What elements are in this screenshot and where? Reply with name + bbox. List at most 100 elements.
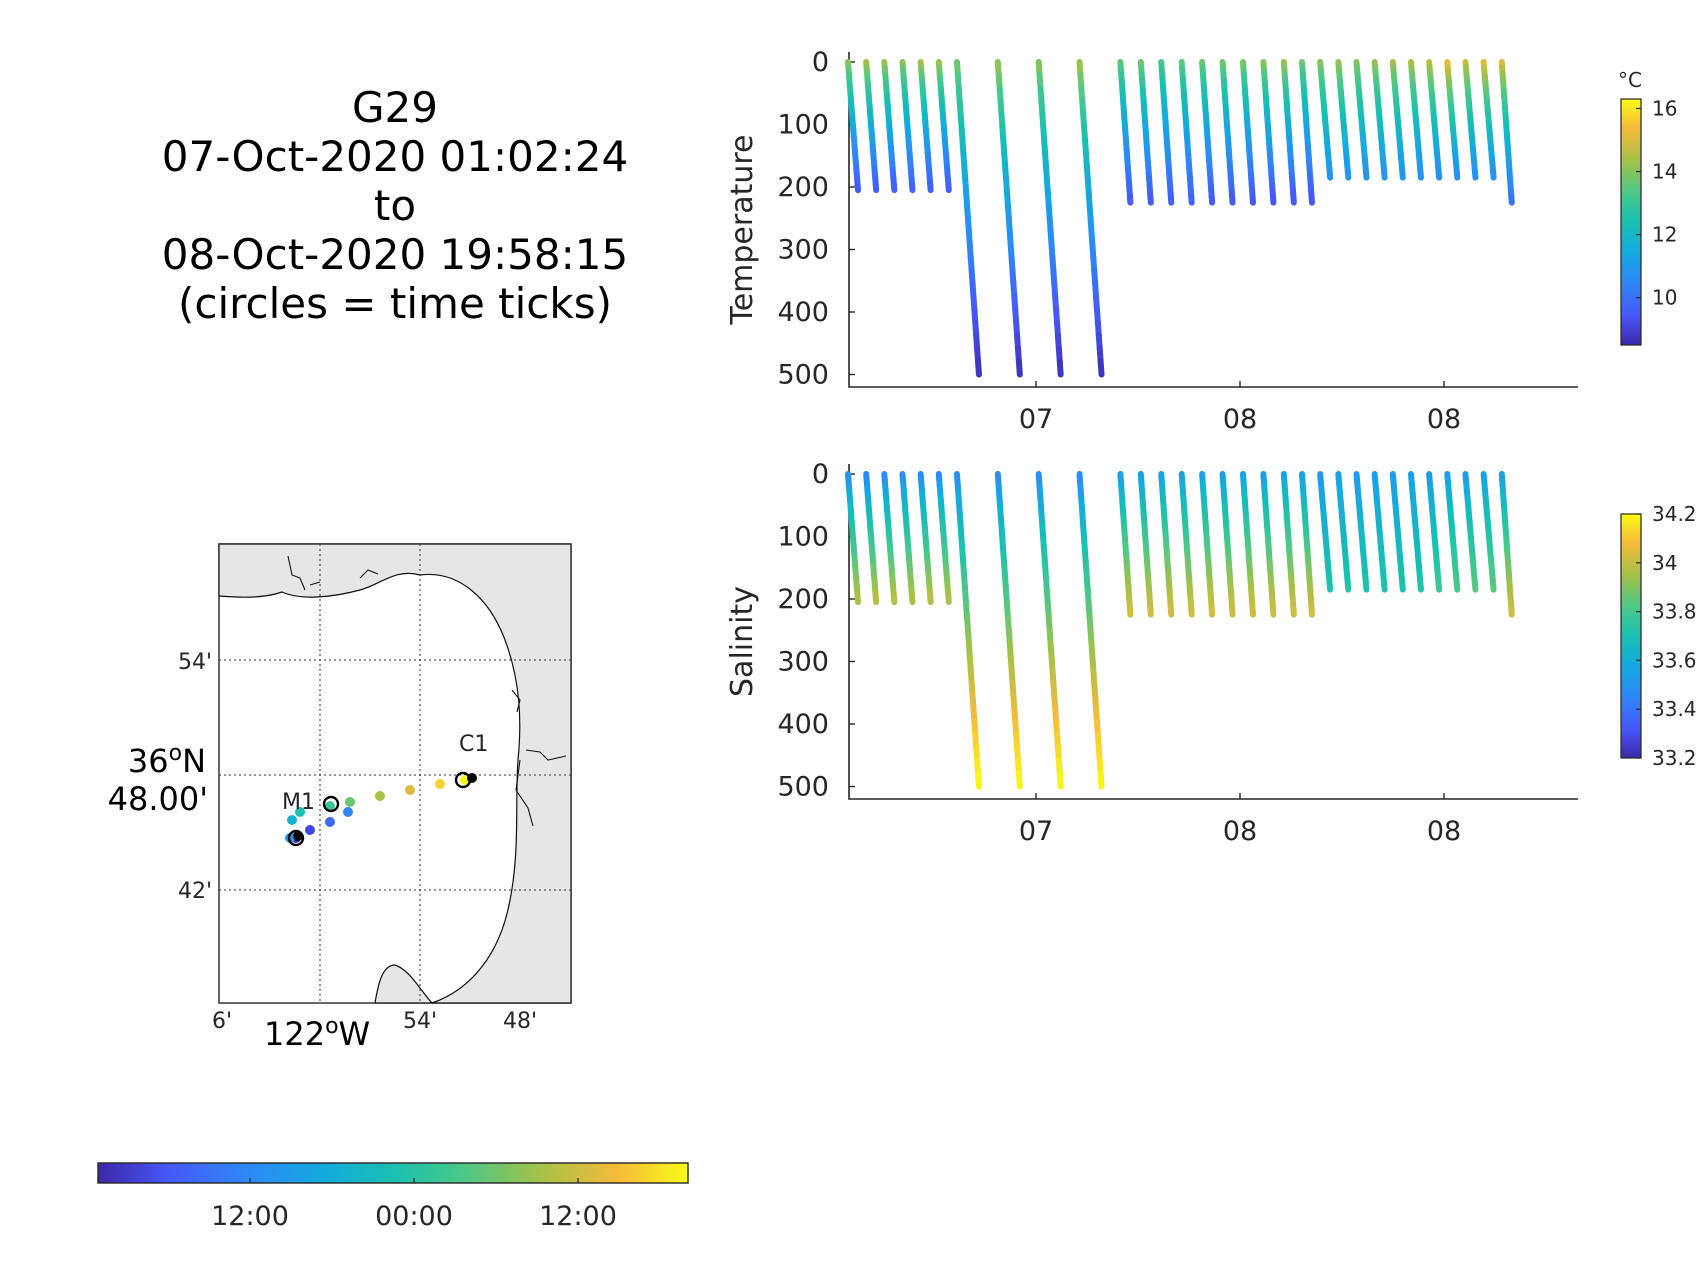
time-tick-circle [322, 795, 340, 813]
track-point [435, 779, 445, 789]
colorbar-tick-label: 14 [1652, 160, 1677, 184]
profile-26 [1426, 59, 1443, 181]
title-line-2: 07-Oct-2020 01:02:24 [162, 132, 628, 181]
profile-segment [1097, 770, 1105, 790]
title-line-1: G29 [352, 83, 438, 132]
profile-28 [1462, 59, 1479, 181]
time-colorbar: 12:00 00:00 12:00 [97, 1162, 689, 1232]
profile-16 [1239, 471, 1256, 618]
profile-25 [1407, 59, 1424, 181]
coast-detail [287, 555, 567, 827]
profile-9 [1076, 59, 1105, 378]
profile-6 [953, 59, 982, 378]
profile-1 [863, 59, 880, 194]
map-land [218, 543, 572, 1004]
profile-13 [1178, 471, 1195, 618]
profile-23 [1371, 59, 1388, 181]
profile-7 [994, 471, 1023, 790]
colorbar-tick-label: 34 [1652, 551, 1677, 575]
station-label-c1: C1 [459, 732, 488, 757]
track-start-marker [293, 831, 303, 841]
title-line-5: (circles = time ticks) [178, 279, 612, 328]
profile-4 [917, 471, 934, 606]
profile-16 [1239, 59, 1256, 206]
y-tick-label: 100 [777, 522, 829, 553]
colorbar-tick-label: 16 [1652, 96, 1677, 120]
track-point [287, 815, 297, 825]
colorbar-gradient [1620, 513, 1642, 759]
profile-23 [1371, 471, 1388, 593]
profile-25 [1407, 471, 1424, 593]
x-tick-label: 07 [1019, 816, 1053, 847]
colorbar-tick-label: 33.6 [1652, 648, 1697, 672]
track-point [405, 785, 415, 795]
profile-1 [863, 471, 880, 606]
profile-11 [1137, 59, 1154, 206]
profile-7 [994, 59, 1023, 378]
y-tick-label: 400 [777, 297, 829, 328]
map-lon-label-6: 6' [212, 1009, 232, 1034]
profile-13 [1178, 59, 1195, 206]
profile-8 [1035, 59, 1064, 378]
x-tick-label: 08 [1427, 404, 1461, 435]
profile-segment [1097, 358, 1105, 378]
axis-lines [848, 464, 1578, 800]
profile-22 [1353, 59, 1370, 181]
x-tick-label: 08 [1223, 816, 1257, 847]
time-colorbar-tick-3: 12:00 [539, 1201, 617, 1232]
track-point [345, 797, 355, 807]
profile-segment [975, 358, 982, 378]
profile-14 [1199, 59, 1216, 206]
profile-15 [1219, 471, 1236, 618]
profile-24 [1389, 471, 1406, 593]
map-lon-deg-label: 122oW [264, 1014, 370, 1053]
track-end-marker [467, 773, 477, 783]
profile-27 [1444, 59, 1461, 181]
profile-27 [1444, 471, 1461, 593]
colorbar-tick-label: 34.2 [1652, 502, 1697, 526]
time-colorbar-tick-2: 00:00 [375, 1201, 453, 1232]
map-land-south [374, 964, 434, 1004]
profile-26 [1426, 471, 1443, 593]
colorbar-tick-label: 33.4 [1652, 697, 1697, 721]
x-tick-label: 07 [1019, 404, 1053, 435]
y-tick-label: 0 [812, 459, 829, 490]
profile-11 [1137, 471, 1154, 618]
colorbar: 10 12 14 16 °C [1618, 68, 1677, 346]
profile-15 [1219, 59, 1236, 206]
profile-14 [1199, 471, 1216, 618]
map-lon-label-48: 48' [503, 1009, 537, 1034]
y-tick-label: 500 [777, 360, 829, 391]
profile-12 [1158, 59, 1175, 206]
x-tick-label: 08 [1427, 816, 1461, 847]
profile-20 [1317, 59, 1334, 181]
profile-30 [1498, 59, 1515, 206]
profile-8 [1035, 471, 1064, 790]
map-gridlines [219, 544, 571, 1003]
time-colorbar-gradient [97, 1162, 689, 1184]
profile-10 [1117, 471, 1134, 618]
profile-5 [935, 471, 952, 606]
axis-lines [848, 52, 1578, 388]
profile-19 [1299, 59, 1315, 206]
profile-12 [1158, 471, 1175, 618]
y-tick-label: 200 [777, 172, 829, 203]
track-point [325, 817, 335, 827]
profile-3 [899, 471, 916, 606]
figure-title: G29 07-Oct-2020 01:02:24 to 08-Oct-2020 … [162, 83, 628, 328]
map-lat-label-48: 48.00' [108, 780, 208, 818]
map-lat-deg-label: 36oN [128, 741, 206, 780]
profile-5 [935, 59, 952, 194]
colorbar-tick-label: 10 [1652, 286, 1677, 310]
map-panel: 54' 42' 36oN 48.00' 6' 54' 48' 122oW M1 … [108, 543, 572, 1053]
profile-18 [1280, 59, 1297, 206]
y-tick-label: 300 [777, 647, 829, 678]
profile-18 [1280, 471, 1297, 618]
profile-10 [1117, 59, 1134, 206]
colorbar-gradient [1620, 98, 1642, 346]
profile-2 [881, 59, 898, 194]
y-tick-label: 100 [777, 110, 829, 141]
track-point [305, 825, 315, 835]
